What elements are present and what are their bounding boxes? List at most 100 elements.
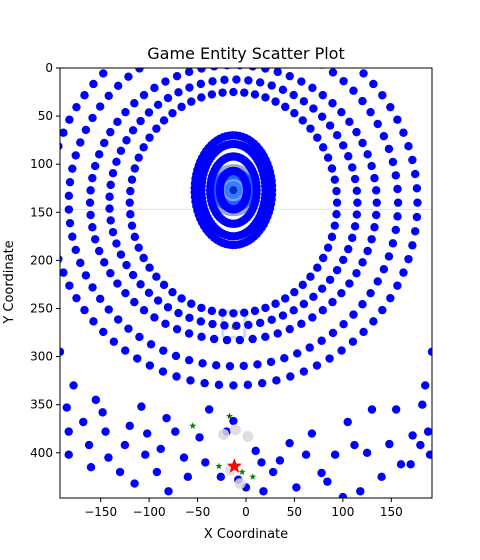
data-point bbox=[204, 405, 214, 414]
data-point bbox=[47, 227, 55, 235]
data-point bbox=[141, 450, 150, 459]
data-point bbox=[244, 320, 253, 330]
data-point bbox=[370, 223, 379, 232]
data-point bbox=[84, 440, 94, 450]
data-point bbox=[391, 171, 400, 180]
data-point bbox=[353, 198, 362, 207]
data-point bbox=[358, 300, 367, 309]
data-point bbox=[159, 116, 169, 125]
data-point bbox=[261, 332, 270, 341]
data-point bbox=[174, 308, 183, 318]
data-point bbox=[248, 68, 257, 71]
data-point bbox=[99, 69, 108, 78]
data-point bbox=[88, 283, 97, 292]
data-point bbox=[301, 450, 311, 459]
data-point bbox=[323, 153, 333, 162]
data-point bbox=[136, 280, 145, 289]
data-point bbox=[128, 270, 138, 280]
data-point bbox=[349, 59, 357, 67]
data-point bbox=[65, 218, 75, 228]
data-point bbox=[411, 169, 420, 179]
data-point bbox=[81, 125, 91, 135]
data-point bbox=[240, 88, 249, 97]
data-point bbox=[286, 372, 295, 381]
data-point bbox=[197, 93, 206, 102]
data-point bbox=[146, 340, 156, 349]
data-point bbox=[197, 68, 206, 73]
data-point bbox=[232, 321, 241, 330]
data-point bbox=[100, 138, 109, 148]
data-point bbox=[244, 16, 252, 24]
data-point bbox=[101, 427, 110, 436]
data-point bbox=[344, 152, 353, 161]
data-point bbox=[229, 16, 237, 24]
data-point bbox=[159, 280, 169, 290]
player-marker bbox=[226, 458, 242, 473]
data-point bbox=[94, 150, 104, 159]
data-point bbox=[210, 68, 219, 71]
data-point bbox=[88, 113, 97, 123]
data-point bbox=[215, 16, 223, 24]
data-point bbox=[344, 244, 353, 254]
data-point bbox=[187, 299, 196, 308]
data-point bbox=[72, 293, 81, 303]
data-point bbox=[281, 294, 290, 303]
data-point bbox=[218, 308, 227, 317]
y-tick-label: 300 bbox=[30, 350, 53, 364]
data-point bbox=[235, 335, 245, 345]
data-point bbox=[64, 191, 74, 201]
data-point bbox=[330, 221, 339, 230]
data-point bbox=[308, 83, 317, 93]
y-tick-label: 0 bbox=[45, 61, 53, 75]
data-point bbox=[168, 287, 177, 297]
data-point bbox=[89, 79, 98, 89]
data-point bbox=[60, 268, 68, 277]
data-point bbox=[197, 303, 206, 313]
data-point bbox=[251, 446, 260, 456]
star-marker bbox=[226, 412, 233, 420]
data-point bbox=[328, 99, 337, 108]
data-point bbox=[255, 318, 265, 328]
data-point bbox=[121, 51, 129, 59]
data-point bbox=[350, 440, 359, 450]
data-point bbox=[195, 433, 204, 442]
data-point bbox=[285, 71, 294, 81]
data-point bbox=[229, 416, 238, 426]
data-point bbox=[201, 458, 210, 467]
data-point bbox=[418, 400, 427, 409]
star-marker bbox=[238, 468, 246, 475]
data-point bbox=[363, 246, 372, 256]
data-point bbox=[60, 255, 63, 264]
data-point bbox=[339, 255, 348, 265]
data-point bbox=[372, 210, 381, 220]
y-tick-label: 50 bbox=[38, 109, 53, 123]
series-3 bbox=[215, 166, 252, 214]
data-point bbox=[145, 263, 154, 272]
data-point bbox=[128, 126, 138, 135]
data-point bbox=[183, 472, 193, 482]
data-point bbox=[105, 204, 114, 213]
data-point bbox=[261, 93, 270, 102]
data-point bbox=[88, 173, 97, 183]
data-point bbox=[384, 144, 394, 154]
series-1 bbox=[197, 139, 270, 241]
data-point bbox=[86, 463, 96, 472]
data-point bbox=[290, 287, 299, 297]
data-point bbox=[339, 76, 348, 86]
data-point bbox=[139, 306, 149, 315]
data-point bbox=[95, 294, 105, 303]
data-point bbox=[240, 35, 248, 43]
data-point bbox=[86, 186, 95, 195]
data-point bbox=[297, 319, 306, 329]
data-point bbox=[255, 78, 265, 87]
data-point bbox=[198, 359, 207, 368]
data-point bbox=[184, 355, 194, 365]
data-point bbox=[261, 181, 270, 191]
data-point bbox=[106, 216, 115, 225]
data-point bbox=[370, 173, 379, 183]
data-point bbox=[363, 150, 372, 159]
data-point bbox=[112, 157, 121, 167]
data-point bbox=[209, 334, 219, 344]
data-point bbox=[150, 83, 159, 93]
data-point bbox=[323, 243, 333, 252]
